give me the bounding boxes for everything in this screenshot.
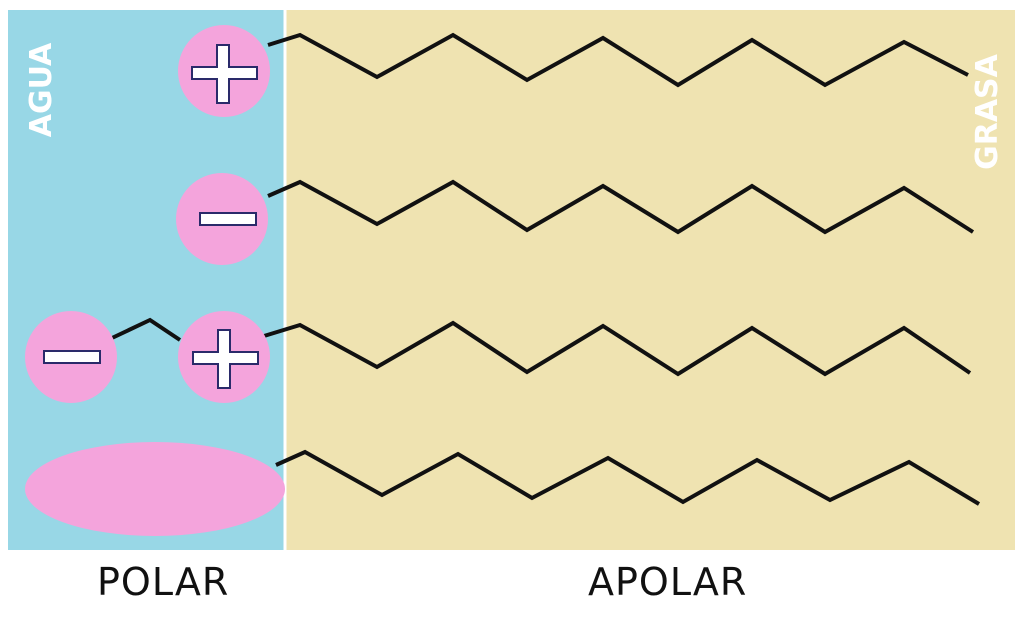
polar-head: [25, 442, 285, 536]
hydrophobic-tails: [111, 32, 981, 506]
apolar-label: APOLAR: [588, 560, 748, 604]
molecule-nonionic: [25, 442, 285, 536]
fat-region-label: GRASA: [970, 53, 1005, 170]
hydrophobic-tail: [267, 179, 975, 235]
fat-region: [285, 10, 1015, 550]
plus-sign-icon: [192, 329, 259, 389]
molecule-cationic: [178, 25, 270, 117]
molecule-anionic: [176, 173, 268, 265]
hydrophobic-tail: [263, 320, 972, 377]
minus-sign-icon: [199, 212, 257, 226]
plus-sign-icon: [191, 44, 258, 104]
zwitterion-linker: [111, 317, 182, 342]
minus-sign-icon: [43, 350, 101, 364]
hydrophobic-tail: [267, 32, 969, 88]
hydrophobic-tail: [275, 449, 981, 506]
water-region-label: AGUA: [24, 42, 59, 137]
polar-label: POLAR: [97, 560, 230, 604]
molecule-zwitterionic: [25, 311, 270, 403]
